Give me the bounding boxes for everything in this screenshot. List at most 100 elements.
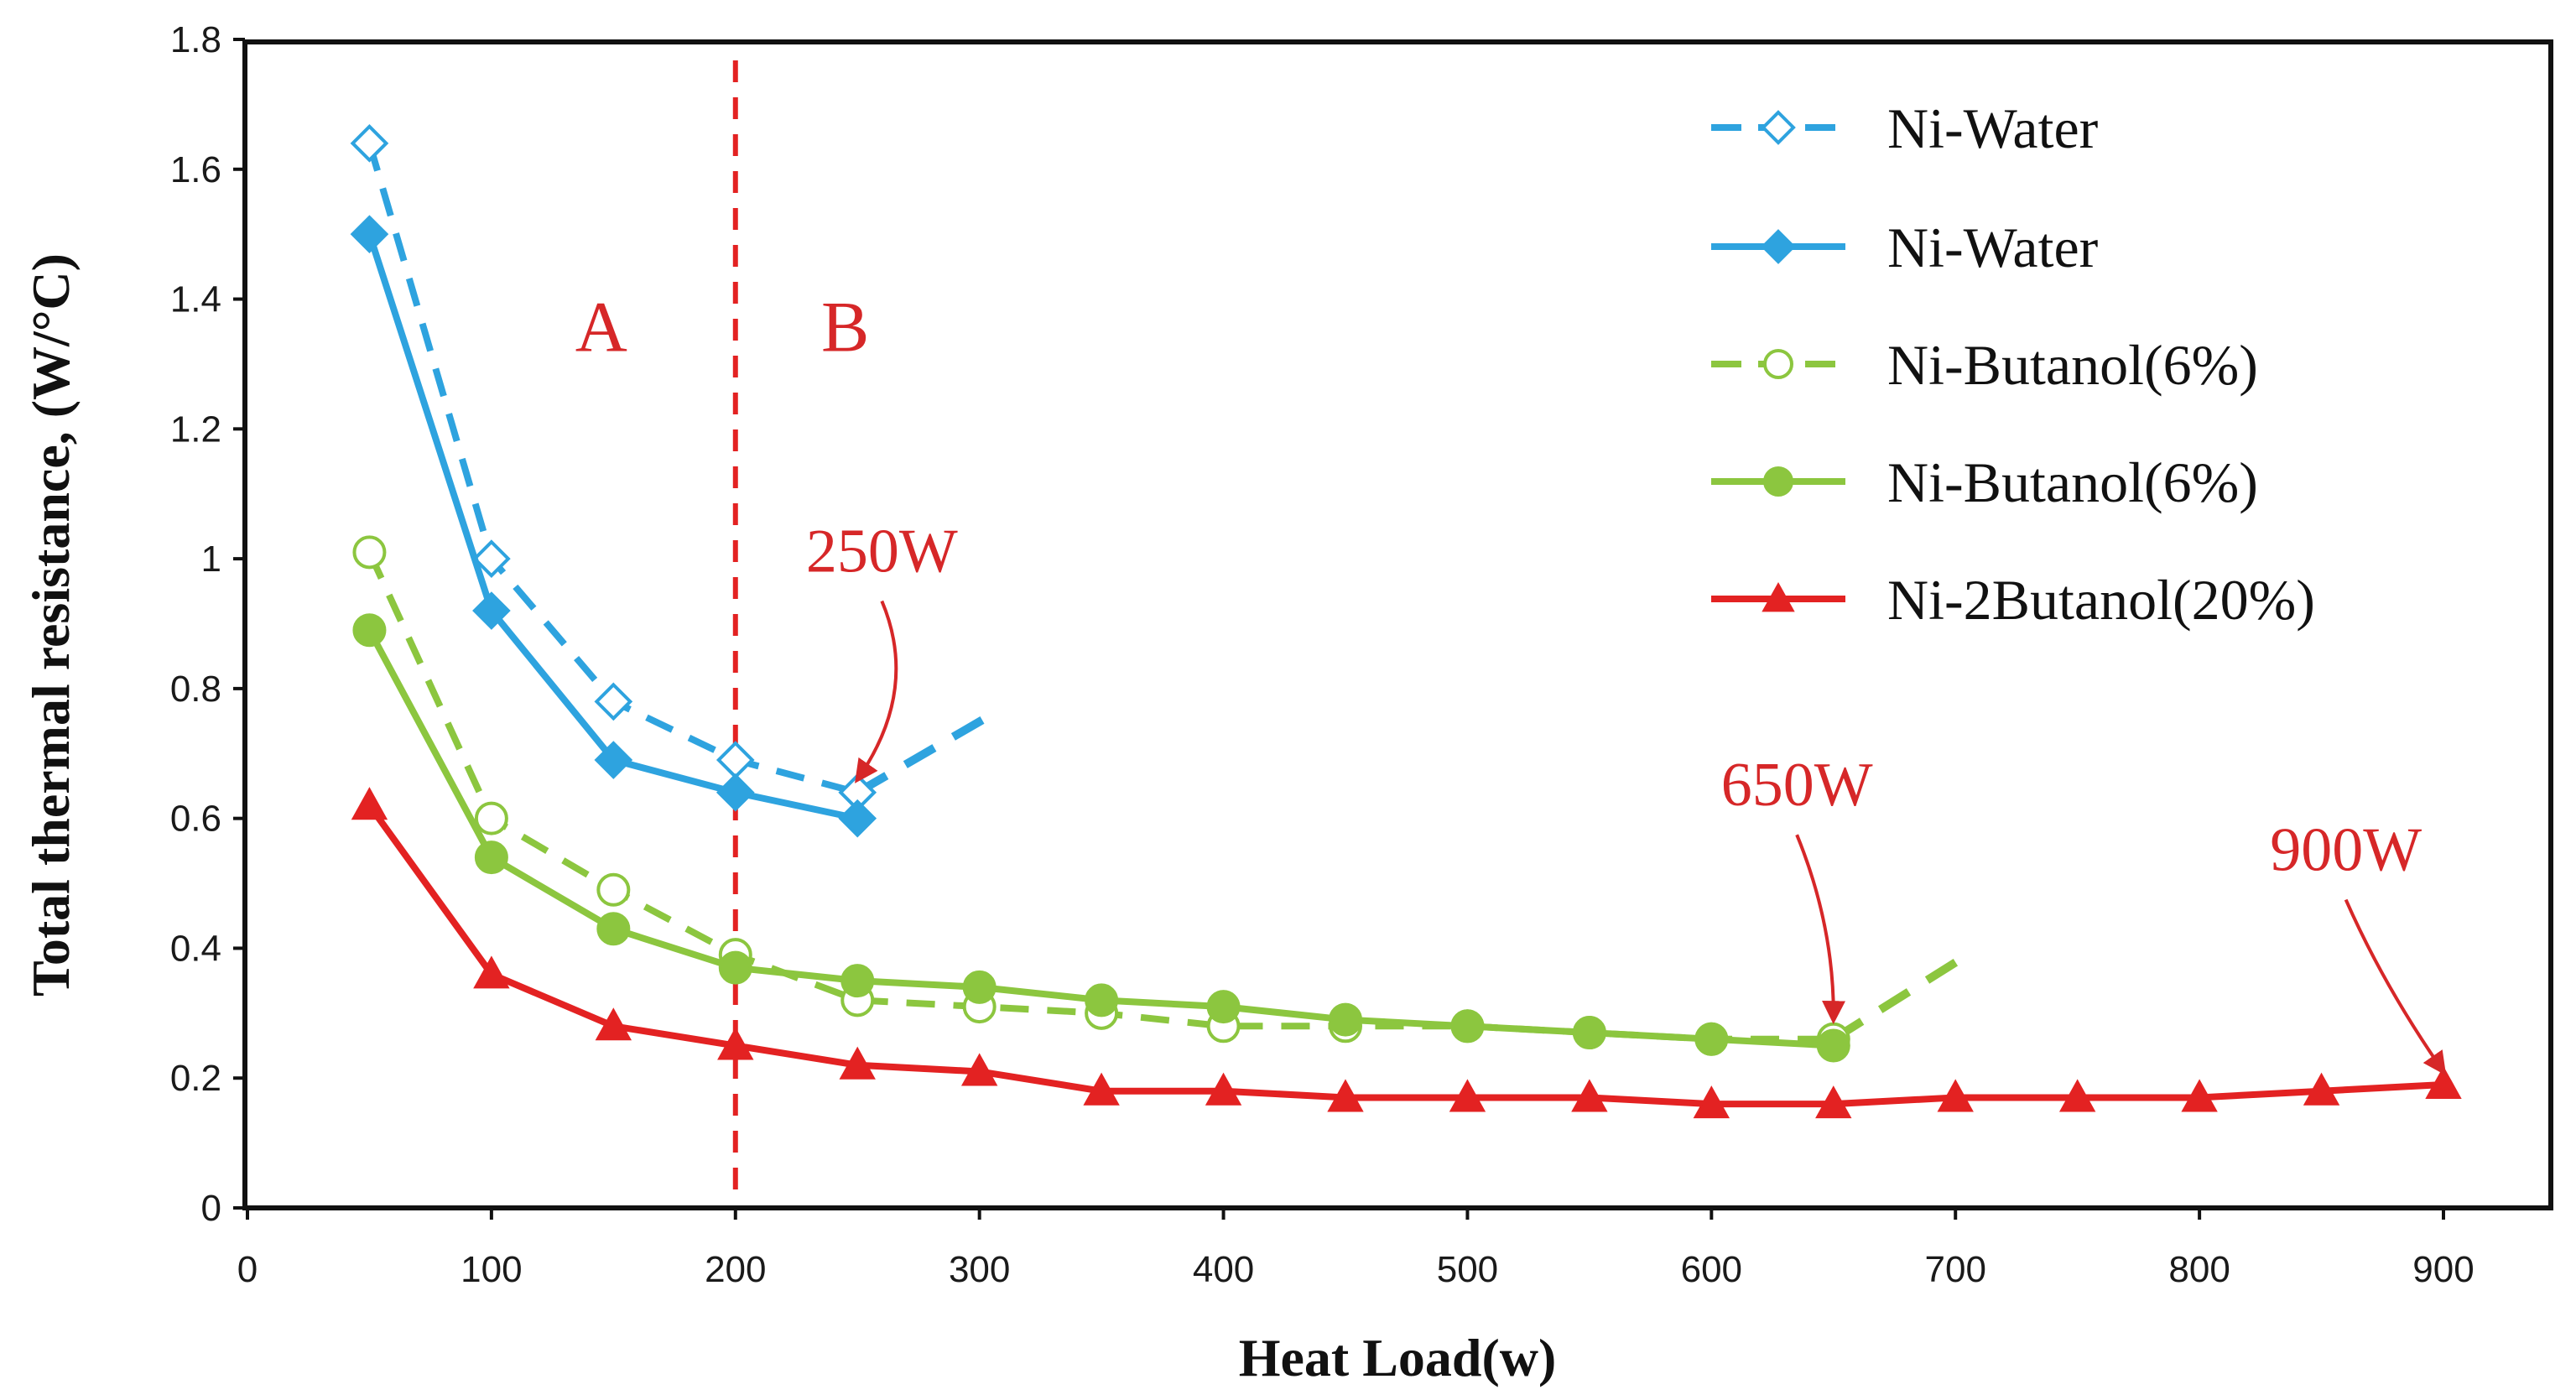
data-point-circle xyxy=(1694,1022,1729,1056)
data-point-triangle xyxy=(2303,1072,2340,1106)
annotation-arrow xyxy=(2344,898,2447,1076)
series-2 xyxy=(350,215,877,838)
annotation-layer: 250W 650W 900W xyxy=(806,518,2447,1076)
x-tick-label: 200 xyxy=(705,1249,766,1290)
x-tick-label: 100 xyxy=(461,1249,522,1290)
data-point-circle xyxy=(1572,1016,1606,1050)
series-line xyxy=(367,803,2444,1108)
data-point-triangle xyxy=(1327,1079,1364,1112)
x-tick-label: 300 xyxy=(949,1249,1010,1290)
data-point-circle xyxy=(962,970,997,1004)
data-point-triangle xyxy=(1815,1085,1852,1119)
x-axis-title: Heat Load(w) xyxy=(1239,1328,1557,1387)
y-tick-label: 1.8 xyxy=(170,19,221,60)
data-point-circle xyxy=(352,535,387,570)
data-point-circle xyxy=(474,841,508,875)
data-point-circle xyxy=(1816,1028,1850,1063)
legend-label: Ni-2Butanol(20%) xyxy=(1887,568,2315,632)
legend-item: Ni-Water xyxy=(1711,216,2099,279)
annotation-arrow xyxy=(1795,834,1846,1025)
data-point-triangle xyxy=(595,1007,632,1041)
y-tick-label: 0.8 xyxy=(170,669,221,710)
data-point-triangle xyxy=(1449,1079,1486,1112)
x-axis-ticks: 0 100 200 300 400 500 600 700 800 900 xyxy=(237,1208,2475,1290)
data-point-circle xyxy=(840,964,875,998)
region-label: A xyxy=(575,286,627,367)
data-point-diamond xyxy=(594,682,633,721)
series-4 xyxy=(352,613,1850,1063)
x-tick-label: 400 xyxy=(1193,1249,1254,1290)
data-point-triangle xyxy=(839,1046,876,1080)
data-point-diamond xyxy=(350,123,389,163)
data-point-diamond xyxy=(838,799,877,838)
y-tick-label: 0.6 xyxy=(170,799,221,840)
annotation-arrow xyxy=(855,600,898,783)
x-tick-label: 500 xyxy=(1437,1249,1498,1290)
legend: Ni-Water Ni-Water Ni-Butanol(6%) Ni-Butanol… xyxy=(1711,96,2315,632)
data-point-diamond xyxy=(1761,229,1796,264)
data-point-triangle xyxy=(1693,1085,1730,1119)
data-point-triangle xyxy=(473,955,510,989)
x-tick-label: 800 xyxy=(2168,1249,2230,1290)
y-tick-label: 1.2 xyxy=(170,409,221,450)
region-label: B xyxy=(821,286,869,367)
data-point-circle xyxy=(1763,349,1793,379)
data-point-circle xyxy=(718,950,752,985)
x-tick-label: 0 xyxy=(237,1249,258,1290)
series-layer xyxy=(350,123,2462,1119)
data-point-triangle xyxy=(2181,1079,2218,1112)
data-point-diamond xyxy=(1761,110,1796,145)
series-extension-line xyxy=(1831,950,1970,1043)
series-extension-line xyxy=(855,710,994,797)
y-tick-label: 1 xyxy=(201,539,221,580)
data-point-triangle xyxy=(1083,1072,1120,1106)
data-point-triangle xyxy=(1571,1079,1608,1112)
data-point-triangle xyxy=(351,787,388,820)
legend-label: Ni-Butanol(6%) xyxy=(1887,450,2258,514)
y-axis-ticks: 0 0.2 0.4 0.6 0.8 1 1.2 1.4 1.6 1.8 xyxy=(170,19,245,1229)
annotation-label: 650W xyxy=(1721,751,1873,820)
data-point-diamond xyxy=(472,591,511,630)
y-tick-label: 0.4 xyxy=(170,928,221,969)
data-point-circle xyxy=(1329,1002,1362,1037)
data-point-circle xyxy=(596,872,631,907)
annotation-label: 900W xyxy=(2270,816,2422,885)
y-tick-label: 1.6 xyxy=(170,149,221,190)
data-point-diamond xyxy=(472,539,511,578)
plot-frame xyxy=(242,39,2553,1210)
legend-label: Ni-Butanol(6%) xyxy=(1887,333,2258,397)
y-tick-label: 0 xyxy=(201,1188,221,1229)
series-5 xyxy=(351,787,2462,1119)
data-point-circle xyxy=(474,801,508,835)
data-point-triangle xyxy=(960,1053,998,1086)
legend-item: Ni-2Butanol(20%) xyxy=(1711,568,2315,632)
data-point-diamond xyxy=(350,215,389,253)
data-point-circle xyxy=(352,613,387,648)
data-point-triangle xyxy=(717,1027,754,1060)
data-point-circle xyxy=(1206,990,1241,1024)
series-1 xyxy=(350,123,994,812)
data-point-triangle xyxy=(1205,1072,1242,1106)
legend-label: Ni-Water xyxy=(1887,96,2099,160)
x-tick-label: 700 xyxy=(1925,1249,1986,1290)
data-point-triangle xyxy=(1937,1079,1974,1112)
legend-item: Ni-Water xyxy=(1711,96,2099,160)
x-tick-label: 600 xyxy=(1681,1249,1742,1290)
data-point-circle xyxy=(1085,983,1119,1017)
legend-item: Ni-Butanol(6%) xyxy=(1711,333,2258,397)
data-point-circle xyxy=(596,912,631,946)
x-tick-label: 900 xyxy=(2412,1249,2474,1290)
y-tick-label: 0.2 xyxy=(170,1058,221,1099)
legend-item: Ni-Butanol(6%) xyxy=(1711,450,2258,514)
y-axis-title: Total thermal resistance, (W/°C) xyxy=(21,253,81,997)
legend-label: Ni-Water xyxy=(1887,216,2099,279)
data-point-triangle xyxy=(2425,1065,2462,1099)
annotation-label: 250W xyxy=(806,518,958,586)
data-point-diamond xyxy=(716,773,755,812)
y-tick-label: 1.4 xyxy=(170,279,221,320)
data-point-triangle xyxy=(1762,581,1795,612)
data-point-circle xyxy=(1763,466,1793,497)
